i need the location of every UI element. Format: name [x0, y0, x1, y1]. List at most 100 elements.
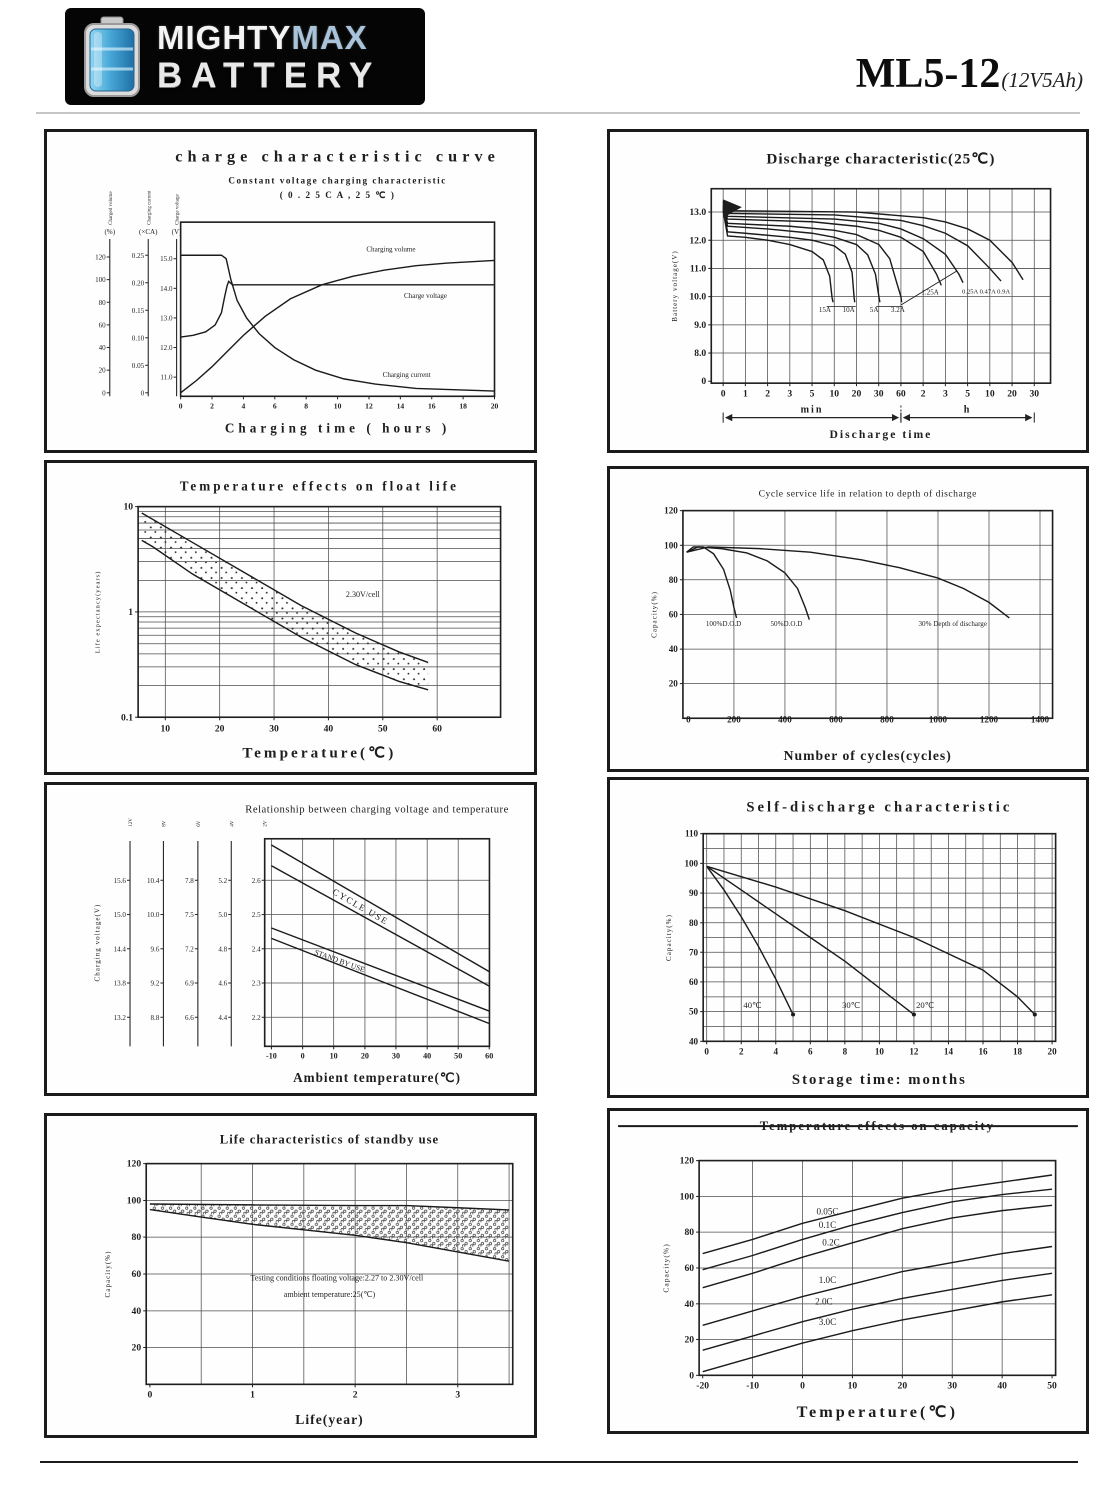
svg-text:0: 0 — [721, 388, 726, 399]
svg-text:110: 110 — [685, 829, 699, 839]
model-number: ML5-12 — [855, 51, 1001, 97]
temperature-effects-on-float-life-svg: Temperature effects on float life 10 20 30 4… — [95, 478, 502, 762]
svg-text:20℃: 20℃ — [916, 1000, 935, 1010]
svg-text:0: 0 — [701, 376, 706, 387]
discharge-characteristic-svg: Discharge characteristic(25℃)0 1 2 3 5 10 20 30… — [671, 150, 1052, 441]
model-rating: (12V5Ah) — [1001, 68, 1083, 92]
svg-text:0.25: 0.25 — [132, 252, 145, 260]
svg-text:40: 40 — [324, 723, 334, 734]
svg-text:18: 18 — [1013, 1046, 1023, 1056]
svg-text:2.5: 2.5 — [252, 911, 261, 919]
svg-text:0: 0 — [704, 1046, 709, 1056]
svg-text:2V: 2V — [263, 820, 269, 827]
svg-text:0.10: 0.10 — [132, 334, 145, 342]
svg-text:10: 10 — [161, 723, 171, 734]
svg-text:50: 50 — [378, 723, 388, 734]
svg-text:1.0C: 1.0C — [819, 1275, 836, 1285]
brand-word-max: MAX — [291, 18, 368, 56]
svg-text:6.9: 6.9 — [185, 980, 194, 988]
svg-text:16: 16 — [978, 1046, 988, 1056]
svg-text:120: 120 — [664, 506, 678, 516]
svg-text:10.0: 10.0 — [689, 292, 706, 303]
svg-text:40: 40 — [689, 1036, 699, 1046]
svg-text:Life characteristics of standb: Life characteristics of standby use — [220, 1132, 439, 1146]
svg-text:90: 90 — [689, 888, 699, 898]
svg-text:40℃: 40℃ — [743, 1000, 762, 1010]
svg-text:9.2: 9.2 — [151, 980, 160, 988]
svg-text:10: 10 — [829, 388, 839, 399]
svg-text:(×CA): (×CA) — [139, 228, 158, 236]
svg-text:60: 60 — [669, 609, 679, 619]
charge-characteristic-curve-svg: charge characteristic curve Constant volt… — [95, 147, 500, 436]
battery-icon — [84, 16, 140, 97]
svg-text:8V: 8V — [161, 820, 167, 827]
svg-text:Capacity(%): Capacity(%) — [104, 1251, 112, 1298]
svg-text:50: 50 — [689, 1007, 699, 1017]
svg-text:0: 0 — [800, 1380, 805, 1391]
svg-text:Charging time ( hours ): Charging time ( hours ) — [225, 421, 450, 436]
svg-text:-20: -20 — [696, 1380, 709, 1391]
svg-text:0: 0 — [141, 389, 145, 397]
svg-text:60: 60 — [485, 1051, 493, 1060]
svg-text:1200: 1200 — [980, 714, 999, 724]
svg-text:30: 30 — [269, 723, 279, 734]
svg-text:800: 800 — [880, 714, 894, 724]
svg-text:14.4: 14.4 — [114, 945, 127, 953]
svg-text:8.8: 8.8 — [151, 1014, 160, 1022]
svg-text:Discharge characteristic(25℃): Discharge characteristic(25℃) — [766, 150, 995, 167]
svg-text:(%): (%) — [104, 228, 115, 236]
svg-text:40: 40 — [132, 1306, 142, 1317]
svg-text:16: 16 — [428, 401, 436, 410]
brand-word-mighty: MIGHTY — [157, 18, 292, 56]
svg-text:Storage time: months: Storage time: months — [792, 1072, 967, 1088]
svg-text:-10: -10 — [746, 1380, 759, 1391]
svg-text:20: 20 — [1007, 388, 1017, 399]
svg-text:0.25A 0.47A 0.9A: 0.25A 0.47A 0.9A — [962, 289, 1010, 296]
svg-text:Life expectancy(years): Life expectancy(years) — [95, 571, 102, 654]
svg-text:60: 60 — [896, 388, 906, 399]
svg-text:70: 70 — [689, 947, 699, 957]
svg-text:Capacity(%): Capacity(%) — [651, 591, 659, 638]
svg-text:6V: 6V — [196, 820, 202, 827]
svg-text:7.8: 7.8 — [185, 877, 194, 885]
svg-text:80: 80 — [669, 575, 679, 585]
svg-text:100: 100 — [664, 540, 678, 550]
svg-text:4.6: 4.6 — [218, 980, 227, 988]
svg-text:1400: 1400 — [1031, 714, 1050, 724]
svg-text:Charged volume: Charged volume — [108, 191, 114, 225]
svg-text:Cycle service life in relation: Cycle service life in relation to depth … — [759, 488, 977, 499]
svg-text:4V: 4V — [229, 820, 235, 827]
svg-text:20: 20 — [215, 723, 225, 734]
svg-text:2: 2 — [921, 388, 926, 399]
svg-text:Charging volume: Charging volume — [366, 246, 415, 254]
svg-text:Constant voltage charging char: Constant voltage charging characteristic — [228, 176, 446, 186]
svg-text:5.0: 5.0 — [218, 911, 227, 919]
footer-divider — [40, 1461, 1078, 1463]
svg-text:20: 20 — [361, 1051, 369, 1060]
float-life-chart: Temperature effects on float life 10 20 30 4… — [47, 463, 534, 772]
svg-text:60: 60 — [132, 1269, 142, 1280]
svg-text:4.8: 4.8 — [218, 945, 227, 953]
svg-text:4.4: 4.4 — [218, 1014, 227, 1022]
svg-text:0: 0 — [686, 714, 691, 724]
svg-text:charge characteristic curve: charge characteristic curve — [175, 147, 500, 165]
svg-text:3.2A: 3.2A — [891, 306, 906, 314]
svg-text:80: 80 — [684, 1227, 694, 1238]
svg-text:Charging voltage(V): Charging voltage(V) — [94, 904, 102, 982]
svg-text:13.8: 13.8 — [114, 980, 127, 988]
svg-text:11.0: 11.0 — [690, 263, 706, 274]
svg-text:60: 60 — [684, 1263, 694, 1274]
svg-text:11.0: 11.0 — [160, 374, 173, 382]
svg-text:40: 40 — [997, 1380, 1007, 1391]
svg-text:2: 2 — [739, 1046, 744, 1056]
svg-text:ambient temperature:25(℃): ambient temperature:25(℃) — [284, 1290, 376, 1299]
svg-text:100%D.O.D: 100%D.O.D — [706, 620, 741, 628]
svg-text:0.20: 0.20 — [132, 279, 145, 287]
svg-text:30: 30 — [874, 388, 884, 399]
svg-text:Relationship between charging: Relationship between charging voltage an… — [245, 804, 509, 815]
svg-text:Capacity(%): Capacity(%) — [662, 1243, 671, 1292]
svg-text:Testing conditions floating vo: Testing conditions floating voltage:2.27… — [250, 1274, 424, 1283]
svg-text:Ambient temperature(℃): Ambient temperature(℃) — [293, 1070, 461, 1085]
svg-text:Charge voltage: Charge voltage — [404, 292, 447, 300]
svg-text:14.0: 14.0 — [160, 285, 173, 293]
